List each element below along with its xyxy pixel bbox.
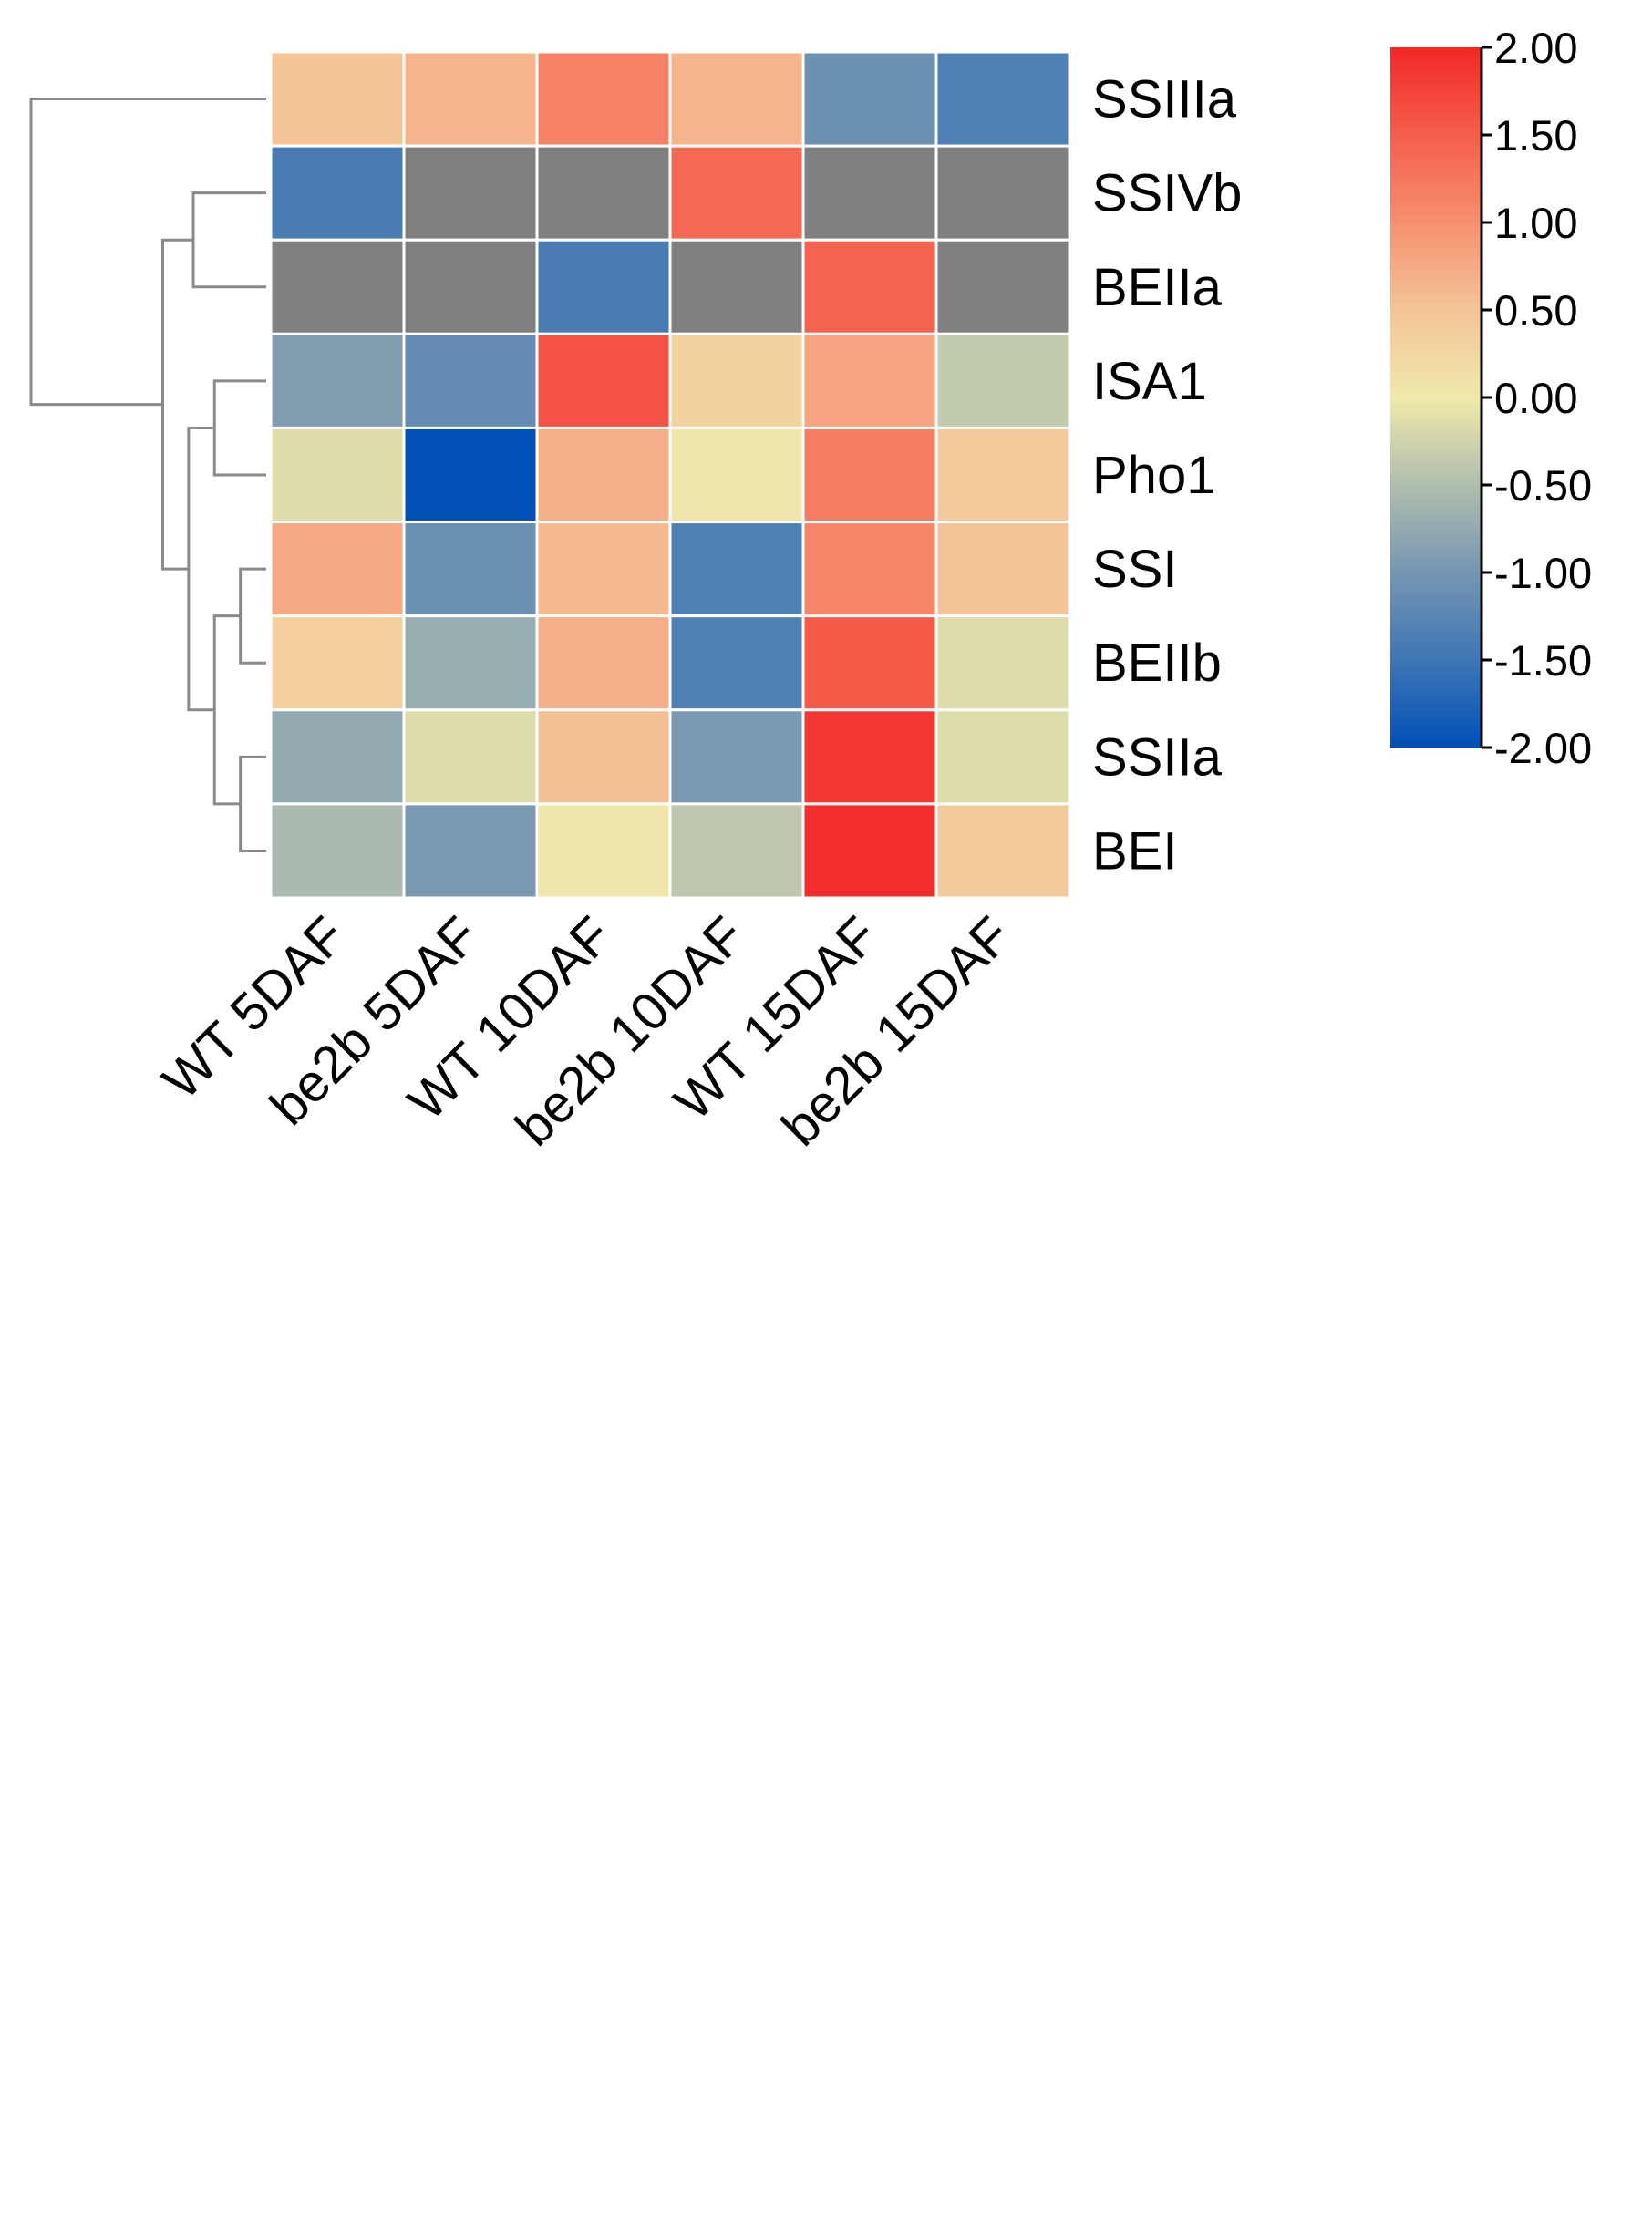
heatmap-cell-ssivb-3: [535, 144, 672, 242]
heatmap-cell-isa1-1: [269, 332, 406, 429]
heatmap-cell-ssivb-6: [934, 144, 1071, 242]
heatmap-cell-ssiia-2: [402, 708, 539, 806]
row-label-ssiiia: SSIIIa: [1092, 70, 1237, 129]
row-label-ssiia: SSIIa: [1092, 727, 1223, 787]
heatmap-cell-bei-6: [934, 802, 1071, 900]
dendrogram-branch-h: [29, 98, 266, 407]
heatmap-cell-bei-3: [535, 802, 672, 900]
row-label-ssi: SSI: [1092, 540, 1178, 599]
colorbar-gradient: [1390, 47, 1482, 748]
heatmap-cell-pho1-1: [269, 426, 406, 524]
heatmap-cell-pho1-2: [402, 426, 539, 524]
heatmap-cell-ssivb-1: [269, 144, 406, 242]
heatmap-cell-ssi-4: [668, 521, 805, 618]
heatmap-cell-beiia-1: [269, 238, 406, 335]
heatmap-cell-beiib-1: [269, 614, 406, 712]
dendrogram-branch-e: [212, 614, 241, 806]
heatmap-cell-ssiiia-1: [269, 50, 406, 148]
heatmap-cell-ssi-2: [402, 521, 539, 618]
heatmap-cell-ssi-5: [801, 521, 938, 618]
heatmap-cell-bei-1: [269, 802, 406, 900]
heatmap-cell-beiia-3: [535, 238, 672, 335]
row-label-ssivb: SSIVb: [1092, 164, 1242, 223]
heatmap-cell-isa1-2: [402, 332, 539, 429]
heatmap-cell-isa1-3: [535, 332, 672, 429]
colorbar-tick-label: -1.00: [1494, 549, 1592, 597]
heatmap-cell-ssiiia-3: [535, 50, 672, 148]
dendrogram-branch-b: [212, 379, 266, 477]
colorbar-tick-label: 1.50: [1494, 111, 1577, 160]
row-dendrogram: [29, 98, 266, 852]
heatmap-cell-pho1-3: [535, 426, 672, 524]
heatmap-cell-bei-2: [402, 802, 539, 900]
row-label-beiib: BEIIb: [1092, 634, 1222, 693]
heatmap-cell-pho1-6: [934, 426, 1071, 524]
heatmap-cell-ssiia-3: [535, 708, 672, 806]
colorbar-tick-label: -1.50: [1494, 636, 1592, 685]
dendrogram-branch-f: [187, 426, 215, 712]
heatmap-cell-isa1-5: [801, 332, 938, 429]
heatmap-cell-bei-4: [668, 802, 805, 900]
heatmap-cell-beiib-2: [402, 614, 539, 712]
row-label-isa1: ISA1: [1092, 352, 1207, 411]
heatmap-cell-beiia-4: [668, 238, 805, 335]
colorbar-tick-label: -2.00: [1494, 724, 1592, 772]
heatmap-cell-ssi-1: [269, 521, 406, 618]
heatmap-cell-beiib-5: [801, 614, 938, 712]
heatmap-cell-beiia-5: [801, 238, 938, 335]
colorbar-tick-label: 2.00: [1494, 24, 1577, 72]
heatmap-cell-bei-5: [801, 802, 938, 900]
heatmap-cell-ssivb-5: [801, 144, 938, 242]
heatmap-cell-beiib-6: [934, 614, 1071, 712]
heatmap-cell-beiib-4: [668, 614, 805, 712]
colorbar-tick-label: 0.00: [1494, 374, 1577, 422]
row-labels: SSIIIa SSIVb BEIIa ISA1 Pho1 SSI BEIIb SSIIa BEI: [1092, 70, 1242, 882]
heatmap-cell-ssi-6: [934, 521, 1071, 618]
heatmap-cell-ssiiia-4: [668, 50, 805, 148]
heatmap-cell-ssi-3: [535, 521, 672, 618]
heatmap-cell-ssiiia-2: [402, 50, 539, 148]
row-label-beiia: BEIIa: [1092, 258, 1223, 317]
heatmap-cell-pho1-5: [801, 426, 938, 524]
colorbar: 2.00 1.50 1.00 0.50 0.00 -0.50 -1.00 -1.50 -2.00: [1390, 24, 1592, 772]
heatmap-cell-isa1-6: [934, 332, 1071, 429]
heatmap-cell-pho1-4: [668, 426, 805, 524]
heatmap-cell-ssiiia-5: [801, 50, 938, 148]
colorbar-tick-label: 1.00: [1494, 199, 1577, 247]
dendrogram-branch-a: [191, 191, 266, 289]
heatmap-cell-ssivb-2: [402, 144, 539, 242]
heatmap-cell-ssiia-1: [269, 708, 406, 806]
colorbar-tick-label: -0.50: [1494, 461, 1592, 510]
row-label-bei: BEI: [1092, 821, 1178, 881]
heatmap-cell-ssiiia-6: [934, 50, 1071, 148]
heatmap-cell-ssivb-4: [668, 144, 805, 242]
heatmap-cells: [269, 50, 1071, 900]
dendrogram-branch-d: [239, 755, 266, 852]
heatmap-cell-ssiia-4: [668, 708, 805, 806]
colorbar-tick-label: 0.50: [1494, 286, 1577, 335]
heatmap-cell-beiia-2: [402, 238, 539, 335]
heatmap-cell-beiib-3: [535, 614, 672, 712]
heatmap-cell-ssiia-5: [801, 708, 938, 806]
column-label-4: be2b 10DAF: [504, 905, 756, 1157]
heatmap-cell-beiia-6: [934, 238, 1071, 335]
row-label-pho1: Pho1: [1092, 446, 1215, 505]
dendrogram-branch-c: [239, 567, 266, 665]
heatmap-cell-isa1-4: [668, 332, 805, 429]
heatmap-cell-ssiia-6: [934, 708, 1071, 806]
column-label-6: be2b 15DAF: [770, 905, 1022, 1157]
